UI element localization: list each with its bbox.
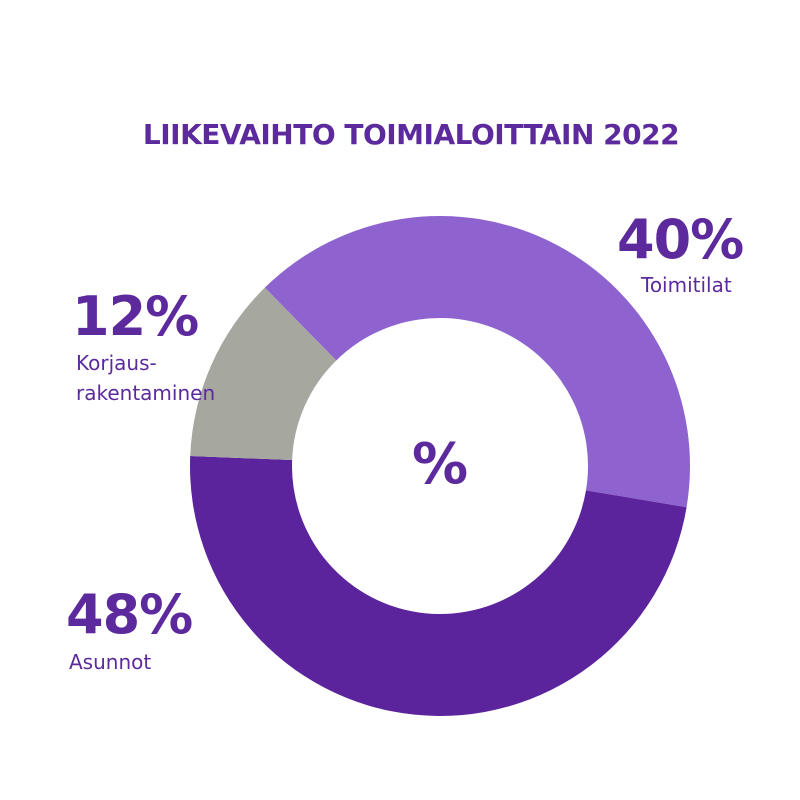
- value-label-asunnot: 48%: [66, 583, 193, 646]
- center-label: %: [411, 432, 469, 497]
- category-label-toimitilat: Toimitilat: [641, 273, 732, 297]
- chart-title: LIIKEVAIHTO TOIMIALOITTAIN 2022: [142, 118, 680, 151]
- category-label-korjausrakentaminen-line-2: rakentaminen: [76, 381, 216, 405]
- category-label-korjausrakentaminen-line-1: Korjaus-: [76, 351, 157, 375]
- donut-slice-korjausrakentaminen: [190, 287, 337, 461]
- donut-slice-toimitilat: [264, 215, 690, 508]
- category-label-asunnot: Asunnot: [69, 650, 152, 674]
- value-label-korjausrakentaminen: 12%: [72, 285, 199, 348]
- value-label-toimitilat: 40%: [617, 208, 744, 271]
- donut-slices: [190, 215, 690, 717]
- donut-slice-asunnot: [190, 455, 687, 717]
